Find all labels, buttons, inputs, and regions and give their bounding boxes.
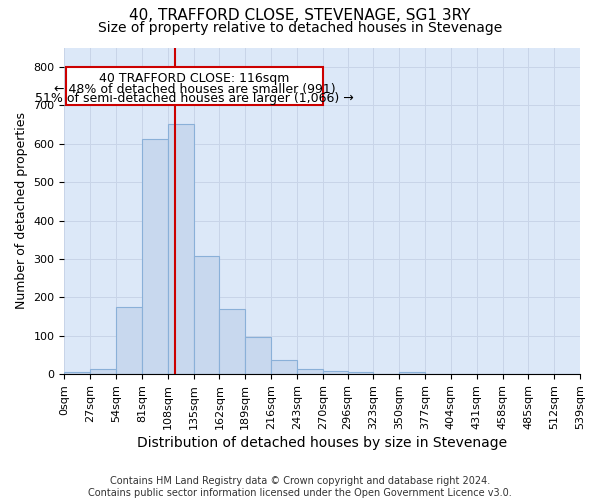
Bar: [245, 336, 271, 374]
Bar: [194, 256, 220, 374]
Text: 51% of semi-detached houses are larger (1,066) →: 51% of semi-detached houses are larger (…: [35, 92, 354, 106]
Y-axis label: Number of detached properties: Number of detached properties: [15, 112, 28, 310]
Text: Contains HM Land Registry data © Crown copyright and database right 2024.
Contai: Contains HM Land Registry data © Crown c…: [88, 476, 512, 498]
Bar: [323, 372, 347, 374]
Bar: [90, 370, 116, 374]
Bar: [64, 372, 90, 374]
Bar: [142, 139, 168, 374]
Bar: [347, 372, 373, 374]
Bar: [168, 124, 194, 374]
Bar: [271, 360, 297, 374]
Text: 40, TRAFFORD CLOSE, STEVENAGE, SG1 3RY: 40, TRAFFORD CLOSE, STEVENAGE, SG1 3RY: [129, 8, 471, 22]
Bar: [297, 369, 323, 374]
X-axis label: Distribution of detached houses by size in Stevenage: Distribution of detached houses by size …: [137, 436, 507, 450]
Text: Size of property relative to detached houses in Stevenage: Size of property relative to detached ho…: [98, 21, 502, 35]
FancyBboxPatch shape: [67, 66, 323, 105]
Bar: [220, 309, 245, 374]
Bar: [116, 307, 142, 374]
Bar: [399, 372, 425, 374]
Text: ← 48% of detached houses are smaller (991): ← 48% of detached houses are smaller (99…: [53, 83, 335, 96]
Text: 40 TRAFFORD CLOSE: 116sqm: 40 TRAFFORD CLOSE: 116sqm: [100, 72, 290, 86]
